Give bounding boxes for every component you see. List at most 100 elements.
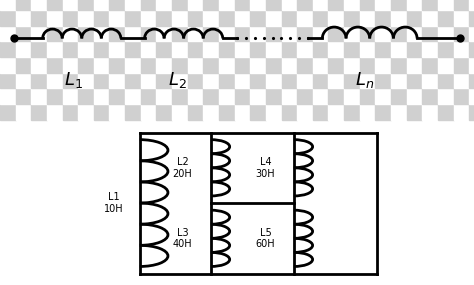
- Bar: [438, 26, 454, 42]
- Bar: [407, 0, 422, 10]
- Bar: [391, 88, 407, 104]
- Bar: [141, 42, 156, 57]
- Bar: [469, 42, 474, 57]
- Bar: [454, 88, 469, 104]
- Bar: [78, 26, 94, 42]
- Bar: [282, 73, 297, 88]
- Bar: [344, 57, 360, 73]
- Bar: [297, 73, 313, 88]
- Bar: [438, 0, 454, 10]
- Bar: [16, 88, 31, 104]
- Bar: [422, 73, 438, 88]
- Bar: [266, 0, 282, 10]
- Bar: [266, 10, 282, 26]
- Bar: [47, 73, 63, 88]
- Bar: [282, 0, 297, 10]
- Bar: [63, 42, 78, 57]
- Bar: [360, 57, 375, 73]
- Bar: [375, 104, 391, 120]
- Bar: [109, 57, 125, 73]
- Bar: [422, 26, 438, 42]
- Bar: [188, 26, 203, 42]
- Bar: [172, 10, 188, 26]
- Bar: [78, 104, 94, 120]
- Bar: [0, 104, 16, 120]
- Bar: [16, 10, 31, 26]
- Bar: [156, 88, 172, 104]
- Bar: [328, 104, 344, 120]
- Bar: [141, 0, 156, 10]
- Bar: [78, 10, 94, 26]
- Bar: [266, 57, 282, 73]
- Text: $L_1$: $L_1$: [64, 70, 83, 90]
- Bar: [125, 88, 141, 104]
- Bar: [0, 73, 16, 88]
- Bar: [203, 57, 219, 73]
- Bar: [94, 88, 109, 104]
- Bar: [344, 42, 360, 57]
- Bar: [78, 88, 94, 104]
- Bar: [31, 88, 47, 104]
- Bar: [250, 88, 266, 104]
- Bar: [328, 10, 344, 26]
- Bar: [328, 57, 344, 73]
- Bar: [203, 0, 219, 10]
- Bar: [360, 42, 375, 57]
- Bar: [47, 26, 63, 42]
- Bar: [0, 26, 16, 42]
- Bar: [391, 26, 407, 42]
- Bar: [438, 73, 454, 88]
- Bar: [78, 57, 94, 73]
- Bar: [141, 73, 156, 88]
- Bar: [235, 73, 250, 88]
- Bar: [203, 73, 219, 88]
- Bar: [47, 104, 63, 120]
- Bar: [63, 0, 78, 10]
- Bar: [109, 0, 125, 10]
- Bar: [469, 10, 474, 26]
- Bar: [313, 57, 328, 73]
- Bar: [250, 0, 266, 10]
- Bar: [469, 104, 474, 120]
- Text: L5
60H: L5 60H: [255, 227, 275, 249]
- Bar: [31, 73, 47, 88]
- Bar: [454, 73, 469, 88]
- Bar: [360, 104, 375, 120]
- Bar: [407, 57, 422, 73]
- Bar: [313, 42, 328, 57]
- Bar: [109, 10, 125, 26]
- Bar: [266, 42, 282, 57]
- Bar: [0, 42, 16, 57]
- Bar: [125, 42, 141, 57]
- Bar: [219, 26, 235, 42]
- Bar: [297, 104, 313, 120]
- Bar: [219, 57, 235, 73]
- Text: L3
40H: L3 40H: [173, 227, 192, 249]
- Bar: [0, 57, 16, 73]
- Bar: [328, 73, 344, 88]
- Bar: [203, 10, 219, 26]
- Bar: [16, 0, 31, 10]
- Bar: [282, 88, 297, 104]
- Bar: [375, 26, 391, 42]
- Bar: [391, 10, 407, 26]
- Bar: [454, 42, 469, 57]
- Bar: [454, 26, 469, 42]
- Bar: [172, 0, 188, 10]
- Text: L1
10H: L1 10H: [104, 192, 124, 214]
- Bar: [203, 26, 219, 42]
- Bar: [454, 0, 469, 10]
- Bar: [16, 26, 31, 42]
- Bar: [235, 10, 250, 26]
- Bar: [172, 42, 188, 57]
- Bar: [172, 88, 188, 104]
- Bar: [47, 0, 63, 10]
- Bar: [282, 104, 297, 120]
- Bar: [250, 42, 266, 57]
- Bar: [141, 88, 156, 104]
- Bar: [422, 104, 438, 120]
- Bar: [313, 26, 328, 42]
- Bar: [172, 73, 188, 88]
- Bar: [250, 73, 266, 88]
- Bar: [78, 0, 94, 10]
